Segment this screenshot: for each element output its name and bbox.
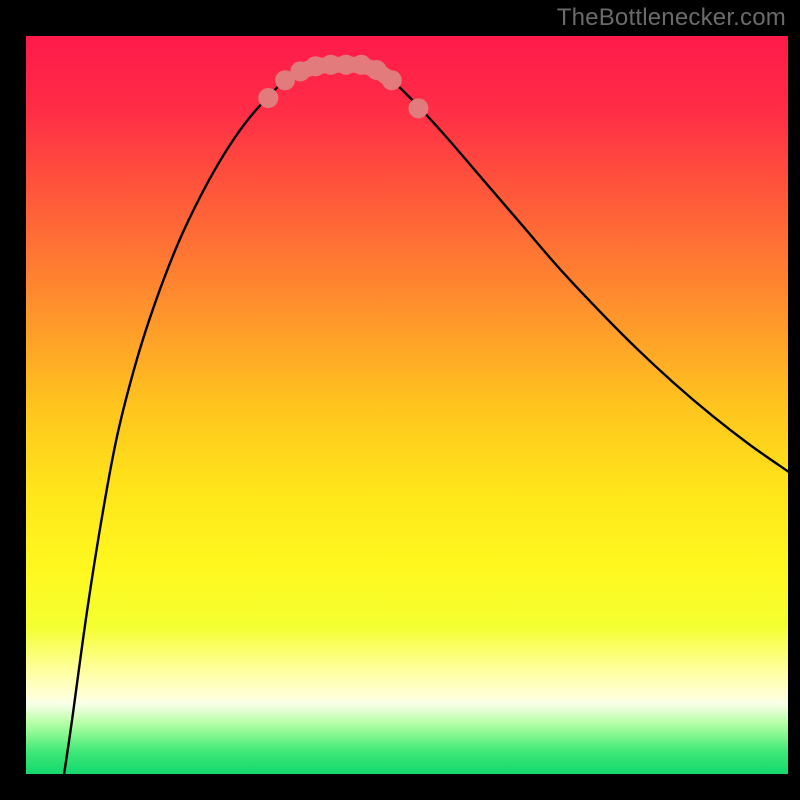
- chart-svg: [26, 36, 788, 774]
- marker-dot: [258, 88, 278, 108]
- plot-area: [26, 36, 788, 774]
- gradient-background: [26, 36, 788, 774]
- watermark-text: TheBottlenecker.com: [557, 4, 786, 32]
- marker-dot: [408, 98, 428, 118]
- marker-dot: [382, 70, 402, 90]
